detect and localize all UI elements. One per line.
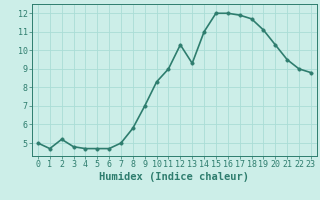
X-axis label: Humidex (Indice chaleur): Humidex (Indice chaleur) [100, 172, 249, 182]
